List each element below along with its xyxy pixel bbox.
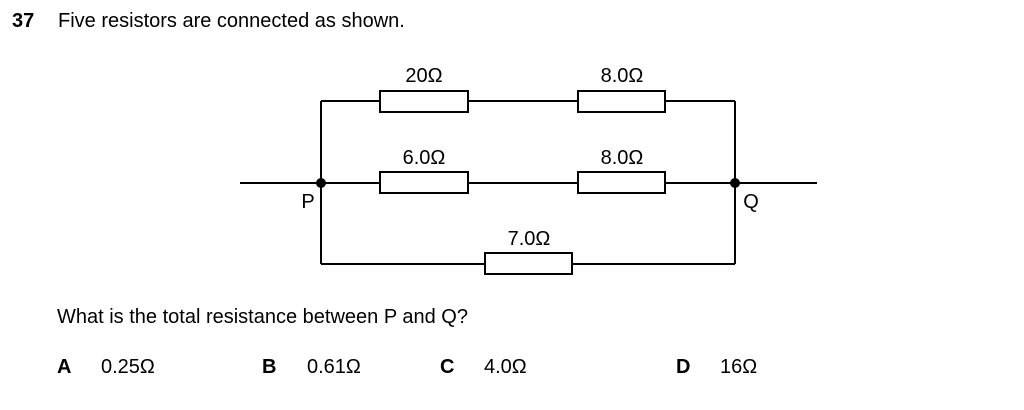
junction-dot-q [730, 178, 740, 188]
label-middle-right: 8.0Ω [601, 147, 644, 169]
junction-dot-p [316, 178, 326, 188]
question-number: 37 [12, 10, 35, 32]
resistor-top-right [577, 90, 666, 113]
option-d-value: 16Ω [720, 356, 758, 378]
label-top-right: 8.0Ω [601, 65, 644, 87]
label-top-left: 20Ω [405, 65, 442, 87]
resistor-bottom [484, 252, 573, 275]
label-bottom: 7.0Ω [508, 228, 551, 250]
option-c[interactable]: C [440, 356, 454, 379]
node-label-p: P [301, 191, 314, 213]
option-letter: B [262, 356, 277, 378]
resistor-middle-right [577, 171, 666, 194]
label-middle-left: 6.0Ω [403, 147, 446, 169]
option-a-value: 0.25Ω [101, 356, 155, 378]
node-label-q: Q [743, 191, 759, 213]
option-letter: A [57, 356, 72, 378]
question-stem: Five resistors are connected as shown. [58, 10, 405, 32]
option-b-value: 0.61Ω [307, 356, 361, 378]
question-prompt: What is the total resistance between P a… [57, 306, 468, 328]
option-b[interactable]: B [262, 356, 276, 379]
option-a[interactable]: A [57, 356, 71, 379]
option-c-value: 4.0Ω [484, 356, 527, 378]
option-letter: C [440, 356, 455, 378]
option-letter: D [676, 356, 691, 378]
resistor-top-left [379, 90, 469, 113]
resistor-middle-left [379, 171, 469, 194]
option-d[interactable]: D [676, 356, 690, 379]
circuit-wires [240, 100, 817, 265]
